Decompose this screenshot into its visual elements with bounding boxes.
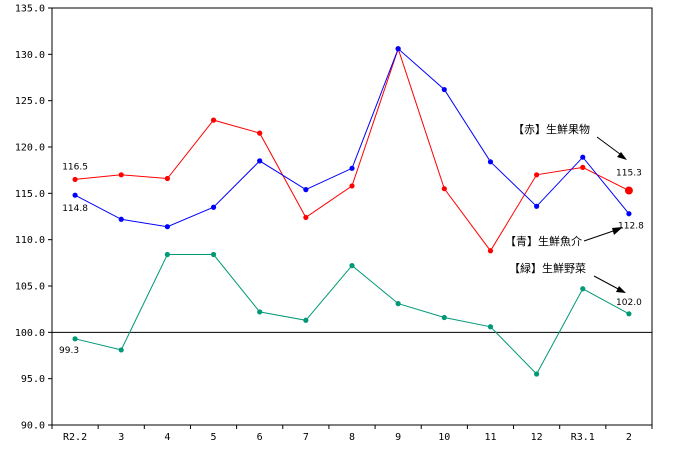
data-label-layer: 116.5 115.3 114.8 112.8 99.3 102.0 [59,162,644,355]
data-point-fish [395,46,401,52]
x-tick-label: 7 [303,432,309,443]
data-label-last-fruit: 115.3 [616,169,642,179]
data-point-vegetable [210,251,217,258]
x-tick-label: 2 [626,432,632,443]
series-layer [72,46,633,377]
annotation-vegetable-arrowhead [616,286,626,293]
y-axis-ticks: 90.0 95.0 100.0 105.0 110.0 115.0 120.0 125.0 13… [15,4,52,432]
data-point-fish [487,159,494,165]
x-tick-label: 3 [118,432,124,443]
x-tick-label: 8 [349,432,355,443]
data-point-fish [118,216,124,222]
data-point-fruit [441,186,447,192]
annotation-fish: 【青】生鮮魚介 [505,227,623,248]
annotation-fish-label: 【青】生鮮魚介 [505,234,582,248]
data-point-fish [349,165,355,171]
data-point-fish [210,204,217,210]
data-label-last-fish: 112.8 [618,222,644,232]
annotation-fruit-arrow [596,136,625,158]
data-point-vegetable [626,311,632,317]
x-tick-label: 11 [484,432,496,443]
x-tick-label: 12 [531,432,543,443]
y-tick-label: 100.0 [15,328,45,339]
data-point-vegetable [164,251,170,258]
data-point-fish [164,224,170,230]
data-point-vegetable [349,263,355,269]
data-point-fish [580,154,586,160]
annotation-fruit-arrowhead [617,152,627,160]
y-tick-label: 135.0 [15,4,45,15]
annotation-fish-arrowhead [612,227,623,235]
data-label-first-fruit: 116.5 [62,162,88,172]
data-point-fish [72,192,78,198]
y-tick-label: 90.0 [21,421,45,432]
data-point-fish [303,187,309,193]
data-point-vegetable [534,371,540,377]
x-tick-label: R2.2 [63,432,87,443]
data-point-fish [441,86,447,93]
data-point-vegetable [303,317,309,323]
x-tick-label: 6 [257,432,263,443]
x-tick-label: 10 [438,432,450,443]
y-tick-label: 105.0 [15,282,45,293]
data-label-first-fish: 114.8 [62,204,88,214]
data-point-fruit [118,172,124,178]
data-point-fruit [534,172,540,178]
data-point-vegetable [72,336,78,342]
data-point-fish [626,211,632,217]
y-tick-label: 125.0 [15,96,45,107]
x-tick-label: 9 [395,432,401,443]
annotation-fruit: 【赤】生鮮果物 [513,122,627,160]
data-point-fruit [72,176,78,183]
y-tick-label: 130.0 [15,50,45,61]
data-point-fruit [164,175,170,182]
data-point-fruit [624,186,633,195]
data-point-fruit [303,214,309,221]
x-axis-ticks: R2.2 3 4 5 6 7 8 9 10 11 12 R3.1 2 [51,425,653,443]
data-point-fruit [349,183,355,189]
data-point-fruit [210,117,217,123]
data-point-vegetable [395,301,401,307]
data-point-fish [257,158,263,164]
data-point-vegetable [487,324,494,330]
data-point-fruit [580,164,586,170]
data-point-vegetable [118,347,124,353]
plot-area-frame [51,7,653,426]
data-point-fruit [487,248,494,254]
data-label-last-vegetable: 102.0 [616,298,642,308]
data-point-fish [534,203,540,209]
annotation-vegetable-arrow [593,275,623,292]
data-point-fruit [257,130,263,136]
annotation-vegetable: 【緑】生鮮野菜 [509,261,626,293]
y-tick-label: 110.0 [15,235,45,246]
data-point-vegetable [257,309,263,315]
annotation-vegetable-label: 【緑】生鮮野菜 [509,261,586,275]
x-tick-label: 5 [211,432,217,443]
x-tick-label: 4 [164,432,170,443]
annotation-fruit-label: 【赤】生鮮果物 [513,122,590,136]
y-tick-label: 120.0 [15,143,45,154]
x-tick-label: R3.1 [571,432,595,443]
y-tick-label: 95.0 [21,374,45,385]
y-tick-label: 115.0 [15,189,45,200]
data-label-first-vegetable: 99.3 [59,346,79,356]
data-point-vegetable [441,314,447,321]
data-point-vegetable [580,286,586,292]
